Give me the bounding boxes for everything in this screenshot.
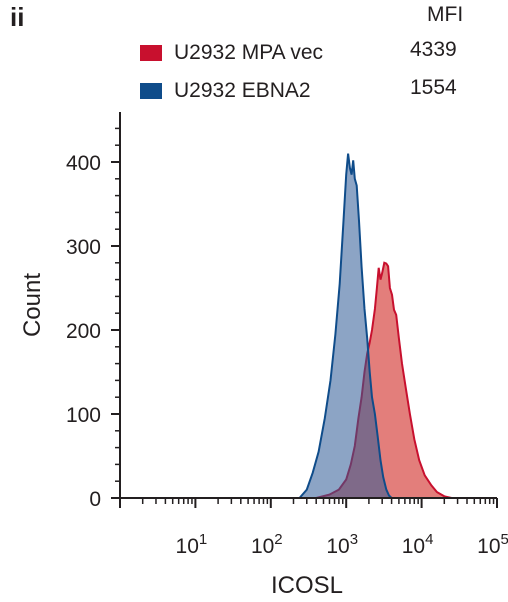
series-ebna2-outline: [298, 153, 393, 499]
legend-entry-mpa-vec: U2932 MPA vec: [140, 40, 323, 66]
legend-label-mpa-vec: U2932 MPA vec: [174, 41, 324, 64]
series-layer: [298, 153, 452, 499]
panel-label: ii: [10, 2, 25, 32]
legend-swatch-ebna2: [140, 83, 162, 99]
series-ebna2-area: [299, 153, 392, 498]
y-tick-label: 200: [66, 320, 101, 343]
x-tick-label: 102: [251, 531, 283, 558]
x-tick-label: 101: [176, 531, 208, 558]
y-tick-label: 400: [66, 152, 101, 175]
axis-layer: 0 100 200 300 400 101 102 103 104 105: [66, 112, 508, 558]
y-axis-title: Count: [19, 273, 46, 337]
y-tick-label: 0: [89, 488, 101, 511]
x-tick-label: 105: [477, 531, 508, 558]
x-tick-label: 104: [402, 531, 434, 558]
x-axis-title: ICOSL: [271, 572, 343, 599]
legend-swatch-mpa-vec: [140, 45, 162, 61]
legend-mfi-ebna2: 1554: [410, 76, 457, 99]
legend-entry-ebna2: U2932 EBNA2: [140, 78, 311, 104]
y-tick-label: 300: [66, 236, 101, 259]
legend-label-ebna2: U2932 EBNA2: [174, 79, 311, 102]
series-mpa-vec-area: [316, 262, 452, 498]
legend-mfi-header: MFI: [427, 3, 464, 26]
y-tick-label: 100: [66, 404, 101, 427]
legend: MFI U2932 MPA vec 4339 U2932 EBNA2 1554: [0, 0, 508, 110]
legend-mfi-mpa-vec: 4339: [410, 38, 457, 61]
x-tick-label: 103: [326, 531, 358, 558]
